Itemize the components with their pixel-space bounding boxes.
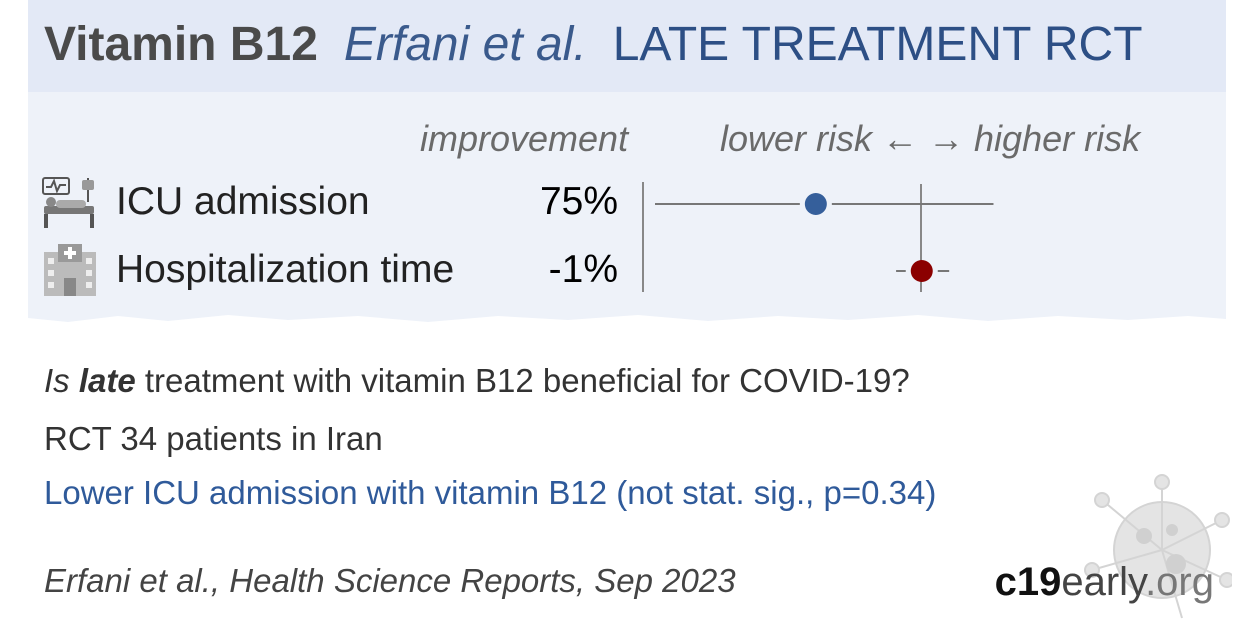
citation: Erfani et al., Health Science Reports, S…	[44, 562, 736, 599]
study-description: RCT 34 patients in Iran	[44, 420, 383, 457]
torn-edge	[28, 315, 1226, 334]
site-logo[interactable]: c19early.org	[995, 560, 1214, 605]
improvement-value-icu: 75%	[539, 180, 618, 223]
improvement-value-hospitalization: -1%	[548, 248, 618, 291]
drug-name: Vitamin B12	[44, 18, 318, 71]
logo-part-c19: c19	[994, 560, 1062, 604]
improvement-column-header: improvement	[420, 118, 629, 159]
question-prefix: Is	[44, 362, 79, 399]
study-authors: Erfani et al.	[343, 18, 587, 71]
results-panel	[28, 92, 1226, 322]
risk-direction-header: lower risk ← → higher risk	[720, 118, 1141, 159]
study-result: Lower ICU admission with vitamin B12 (no…	[44, 474, 937, 511]
header-banner: Vitamin B12 Erfani et al. LATE TREATMENT R…	[28, 0, 1226, 92]
outcome-label-hospitalization: Hospitalization time	[116, 248, 455, 291]
question-suffix: treatment with vitamin B12 beneficial fo…	[135, 362, 910, 399]
page-title: Vitamin B12 Erfani et al. LATE TREATMENT R…	[44, 14, 1143, 76]
logo-part-early: early	[1061, 560, 1146, 604]
point-estimate-hospitalization	[910, 260, 933, 282]
hospital-icon	[44, 244, 96, 296]
point-estimate-icu	[804, 193, 827, 215]
logo-part-tld: .org	[1145, 560, 1214, 604]
study-question: Is late treatment with vitamin B12 benef…	[44, 362, 910, 400]
trial-type: LATE TREATMENT RCT	[612, 18, 1143, 71]
coronavirus-icon	[1084, 474, 1232, 619]
question-emphasis: late	[78, 362, 136, 399]
outcome-label-icu: ICU admission	[116, 180, 370, 223]
icu-bed-icon	[42, 177, 94, 228]
